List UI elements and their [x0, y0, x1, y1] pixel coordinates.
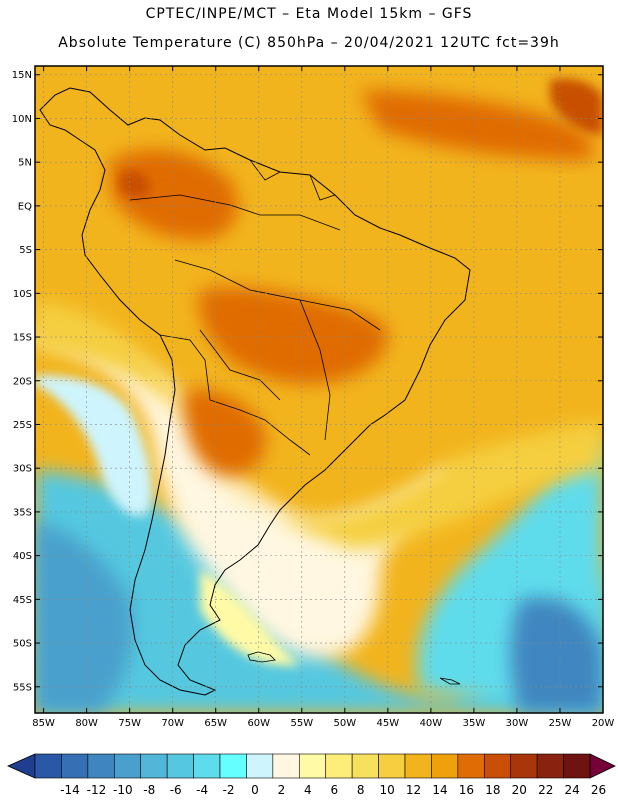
- field-hot-atlantic: [360, 90, 594, 160]
- colorbar-swatch: [87, 753, 115, 779]
- colorbar-swatch: [457, 753, 485, 779]
- title-line-2: Absolute Temperature (C) 850hPa – 20/04/…: [58, 35, 560, 51]
- lat-tick-label: 50S: [13, 639, 32, 650]
- colorbar-label: 12: [406, 783, 421, 797]
- colorbar-label: 0: [251, 783, 259, 797]
- field-hottest-andes: [120, 170, 150, 198]
- south-america-coastline: [39, 87, 471, 696]
- falkland-islands: [247, 651, 276, 663]
- south-georgia: [439, 677, 461, 685]
- colorbar-label: -8: [143, 783, 155, 797]
- lat-tick-label: 40S: [13, 551, 32, 562]
- field-cold-southwest: [35, 520, 133, 713]
- colorbar-label: 16: [459, 783, 474, 797]
- colorbar-swatch: [298, 753, 327, 779]
- lat-tick-label: 30S: [13, 464, 32, 475]
- colorbar-swatch: [351, 753, 379, 779]
- colorbar-label: -12: [87, 783, 107, 797]
- colorbar-swatch: [483, 753, 512, 779]
- colorbar-swatch: [431, 753, 459, 779]
- colorbar-swatch: [61, 753, 89, 779]
- colorbar-label: 2: [278, 783, 286, 797]
- colorbar-swatch: [536, 753, 564, 779]
- lon-tick-label: 65W: [204, 718, 227, 729]
- lat-tick-label: 15S: [13, 333, 32, 344]
- lon-tick-label: 75W: [118, 718, 141, 729]
- colorbar-label: -4: [196, 783, 208, 797]
- colorbar-label: -14: [60, 783, 80, 797]
- field-hot-chaco: [184, 389, 266, 476]
- lat-tick-label: 10N: [12, 114, 32, 125]
- lon-tick-label: 80W: [75, 718, 98, 729]
- lon-tick-label: 20W: [592, 718, 615, 729]
- colorbar-swatch: [166, 753, 194, 779]
- colorbar-swatch: [193, 753, 221, 779]
- lon-tick-label: 85W: [32, 718, 55, 729]
- field-yellow-belt: [35, 300, 603, 549]
- temperature-field: [35, 66, 603, 713]
- lat-tick-label: EQ: [18, 201, 32, 212]
- longitude-axis: 85W 80W 75W 70W 65W 60W 55W 50W 45W 40W 35W 30W 25W 2…: [32, 66, 614, 729]
- latitude-axis: 15N 10N 5N EQ 5S 10S 15S 20S 25S 30S 35S 40S 45S 50S 5…: [12, 70, 603, 693]
- lat-tick-label: 25S: [13, 420, 32, 431]
- colorbar-swatch: [378, 753, 406, 779]
- colorbar-swatch: [219, 753, 247, 779]
- colorbar-swatch: [140, 753, 168, 779]
- colorbar-swatch: [246, 753, 274, 779]
- field-hot-north: [110, 149, 239, 240]
- lat-tick-label: 55S: [13, 682, 32, 693]
- lon-tick-label: 30W: [506, 718, 529, 729]
- lon-tick-label: 25W: [549, 718, 572, 729]
- field-pale-yellow-patagonia: [200, 570, 300, 666]
- title-line-1: CPTEC/INPE/MCT – Eta Model 15km – GFS: [145, 6, 473, 22]
- lat-tick-label: 20S: [13, 376, 32, 387]
- colorbar-label: 26: [591, 783, 606, 797]
- lat-tick-label: 10S: [13, 289, 32, 300]
- field-cool-band: [35, 330, 470, 658]
- lon-tick-label: 70W: [161, 718, 184, 729]
- lat-tick-label: 15N: [12, 70, 32, 81]
- colorbar-label: -6: [170, 783, 182, 797]
- colorbar-swatch: [510, 753, 538, 779]
- colorbar: -14 -12 -10 -8 -6 -4 -2 0 2 4 6 8 10 12 14 16 18 20 22 24 26…: [7, 753, 618, 797]
- field-cold-south: [35, 470, 603, 713]
- field-hot-central: [198, 287, 388, 384]
- country-borders: [129, 159, 381, 456]
- colorbar-label: 18: [485, 783, 500, 797]
- lon-tick-label: 55W: [290, 718, 313, 729]
- colorbar-swatch: [404, 753, 432, 779]
- colorbar-label: 6: [330, 783, 338, 797]
- field-light-blue-pocket: [35, 375, 153, 516]
- colorbar-label: 22: [538, 783, 553, 797]
- lon-tick-label: 50W: [334, 718, 357, 729]
- lat-tick-label: 45S: [13, 595, 32, 606]
- lon-tick-label: 40W: [420, 718, 443, 729]
- colorbar-label: 10: [380, 783, 395, 797]
- colorbar-swatch: [113, 753, 142, 779]
- field-coldest-core: [510, 597, 603, 713]
- lat-tick-label: 5S: [19, 245, 32, 256]
- lat-tick-label: 5N: [18, 158, 32, 169]
- colorbar-label: 4: [304, 783, 312, 797]
- field-hottest-atlantic: [550, 78, 603, 135]
- colorbar-arrow-max: [589, 753, 616, 779]
- colorbar-label: -2: [223, 783, 235, 797]
- colorbar-swatch: [563, 753, 591, 779]
- lon-tick-label: 35W: [463, 718, 486, 729]
- colorbar-arrow-min: [7, 753, 36, 779]
- colorbar-label: 8: [357, 783, 365, 797]
- map-frame: [34, 65, 604, 714]
- colorbar-label: 20: [512, 783, 527, 797]
- colorbar-swatch: [34, 753, 62, 779]
- colorbar-label: -10: [113, 783, 133, 797]
- lat-tick-label: 35S: [13, 507, 32, 518]
- colorbar-swatch: [325, 753, 353, 779]
- colorbar-swatch: [272, 753, 300, 779]
- lon-tick-label: 45W: [377, 718, 400, 729]
- lon-tick-label: 60W: [247, 718, 270, 729]
- colorbar-label: 24: [565, 783, 580, 797]
- colorbar-label: 14: [432, 783, 447, 797]
